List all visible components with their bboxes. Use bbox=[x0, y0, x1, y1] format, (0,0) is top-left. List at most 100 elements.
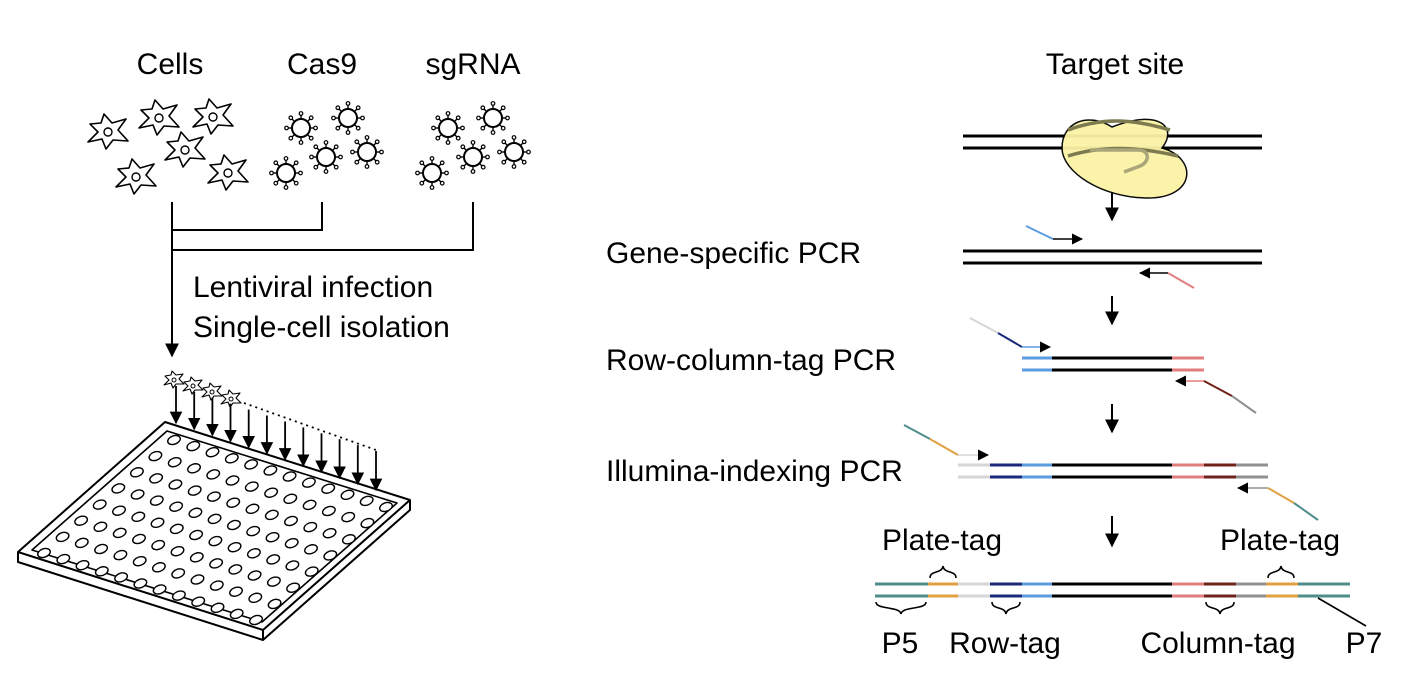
well bbox=[264, 509, 279, 521]
well-plate bbox=[17, 421, 411, 641]
well bbox=[189, 529, 204, 541]
sgrna-label: sgRNA bbox=[425, 48, 520, 81]
mini-cell-icon bbox=[163, 370, 185, 389]
virus-icon bbox=[330, 100, 366, 136]
well bbox=[149, 495, 164, 506]
final-product bbox=[875, 565, 1367, 627]
well bbox=[302, 499, 317, 511]
well bbox=[227, 541, 242, 553]
well bbox=[210, 602, 225, 614]
well bbox=[94, 543, 109, 555]
well bbox=[74, 537, 89, 549]
well bbox=[149, 473, 164, 484]
well bbox=[188, 507, 203, 519]
row-tag-label: Row-tag bbox=[949, 627, 1061, 660]
cell-icon bbox=[207, 154, 249, 191]
well bbox=[170, 545, 185, 557]
well bbox=[246, 525, 261, 537]
virus-icon bbox=[455, 139, 491, 175]
well bbox=[112, 505, 126, 516]
well bbox=[266, 554, 281, 565]
row-column-tag-pcr bbox=[969, 317, 1257, 414]
p5-label: P5 bbox=[882, 627, 919, 660]
well bbox=[249, 614, 263, 626]
well bbox=[169, 523, 184, 535]
well bbox=[322, 527, 337, 539]
cell-icon bbox=[87, 113, 129, 150]
well bbox=[167, 456, 182, 468]
cells-group bbox=[87, 98, 249, 195]
p7-label: P7 bbox=[1346, 627, 1383, 660]
well bbox=[247, 570, 262, 581]
well bbox=[75, 559, 90, 571]
well bbox=[265, 531, 280, 543]
cell-icon bbox=[192, 98, 234, 135]
virus-icon bbox=[414, 155, 450, 191]
virus-icon bbox=[308, 139, 344, 175]
well bbox=[129, 467, 144, 478]
well bbox=[264, 487, 279, 498]
cas9-label: Cas9 bbox=[287, 48, 357, 81]
virus-icon bbox=[496, 134, 532, 170]
target-site bbox=[963, 118, 1262, 199]
cas9-virus-group bbox=[268, 100, 385, 191]
well bbox=[304, 566, 319, 577]
well bbox=[267, 598, 282, 610]
well bbox=[171, 590, 186, 601]
well bbox=[228, 564, 243, 575]
well bbox=[244, 459, 259, 470]
well bbox=[209, 580, 224, 591]
illumina-indexing-pcr-label: Illumina-indexing PCR bbox=[606, 455, 903, 488]
cell-icon bbox=[115, 158, 157, 195]
well bbox=[56, 553, 71, 565]
well bbox=[301, 477, 316, 488]
well bbox=[132, 555, 147, 567]
well bbox=[246, 548, 261, 559]
well bbox=[207, 513, 222, 525]
well bbox=[171, 568, 186, 579]
brace-marks bbox=[875, 565, 1367, 627]
well bbox=[304, 544, 318, 555]
well bbox=[321, 505, 336, 517]
well bbox=[112, 527, 127, 539]
merge-lines bbox=[165, 202, 474, 358]
well bbox=[340, 489, 355, 501]
well bbox=[55, 531, 70, 543]
well bbox=[168, 479, 183, 490]
well bbox=[205, 446, 220, 458]
well bbox=[169, 501, 184, 512]
mini-cell-icon bbox=[182, 376, 204, 395]
well bbox=[284, 537, 299, 549]
well bbox=[130, 489, 145, 500]
well bbox=[341, 511, 356, 523]
well bbox=[285, 560, 300, 571]
well bbox=[229, 586, 243, 597]
mini-cell-icon bbox=[201, 382, 223, 401]
well bbox=[321, 483, 336, 494]
well bbox=[114, 572, 129, 583]
cells-label: Cells bbox=[137, 48, 204, 81]
well bbox=[341, 534, 356, 545]
well bbox=[111, 483, 126, 494]
well bbox=[151, 539, 166, 551]
well bbox=[248, 592, 263, 604]
well bbox=[151, 562, 166, 573]
column-tag-label: Column-tag bbox=[1140, 627, 1295, 660]
well bbox=[284, 515, 298, 527]
virus-icon bbox=[430, 110, 466, 146]
well bbox=[189, 552, 204, 563]
well bbox=[93, 521, 108, 533]
well bbox=[187, 463, 201, 474]
well bbox=[191, 596, 206, 607]
well bbox=[206, 491, 221, 502]
well bbox=[167, 434, 181, 446]
well bbox=[225, 475, 240, 486]
well bbox=[94, 566, 109, 577]
well bbox=[244, 481, 259, 492]
sgrna-virus-group bbox=[414, 100, 532, 191]
well bbox=[187, 485, 202, 496]
well bbox=[283, 493, 298, 505]
well bbox=[190, 574, 205, 585]
dispense-arrows bbox=[163, 370, 383, 492]
well bbox=[209, 558, 224, 569]
